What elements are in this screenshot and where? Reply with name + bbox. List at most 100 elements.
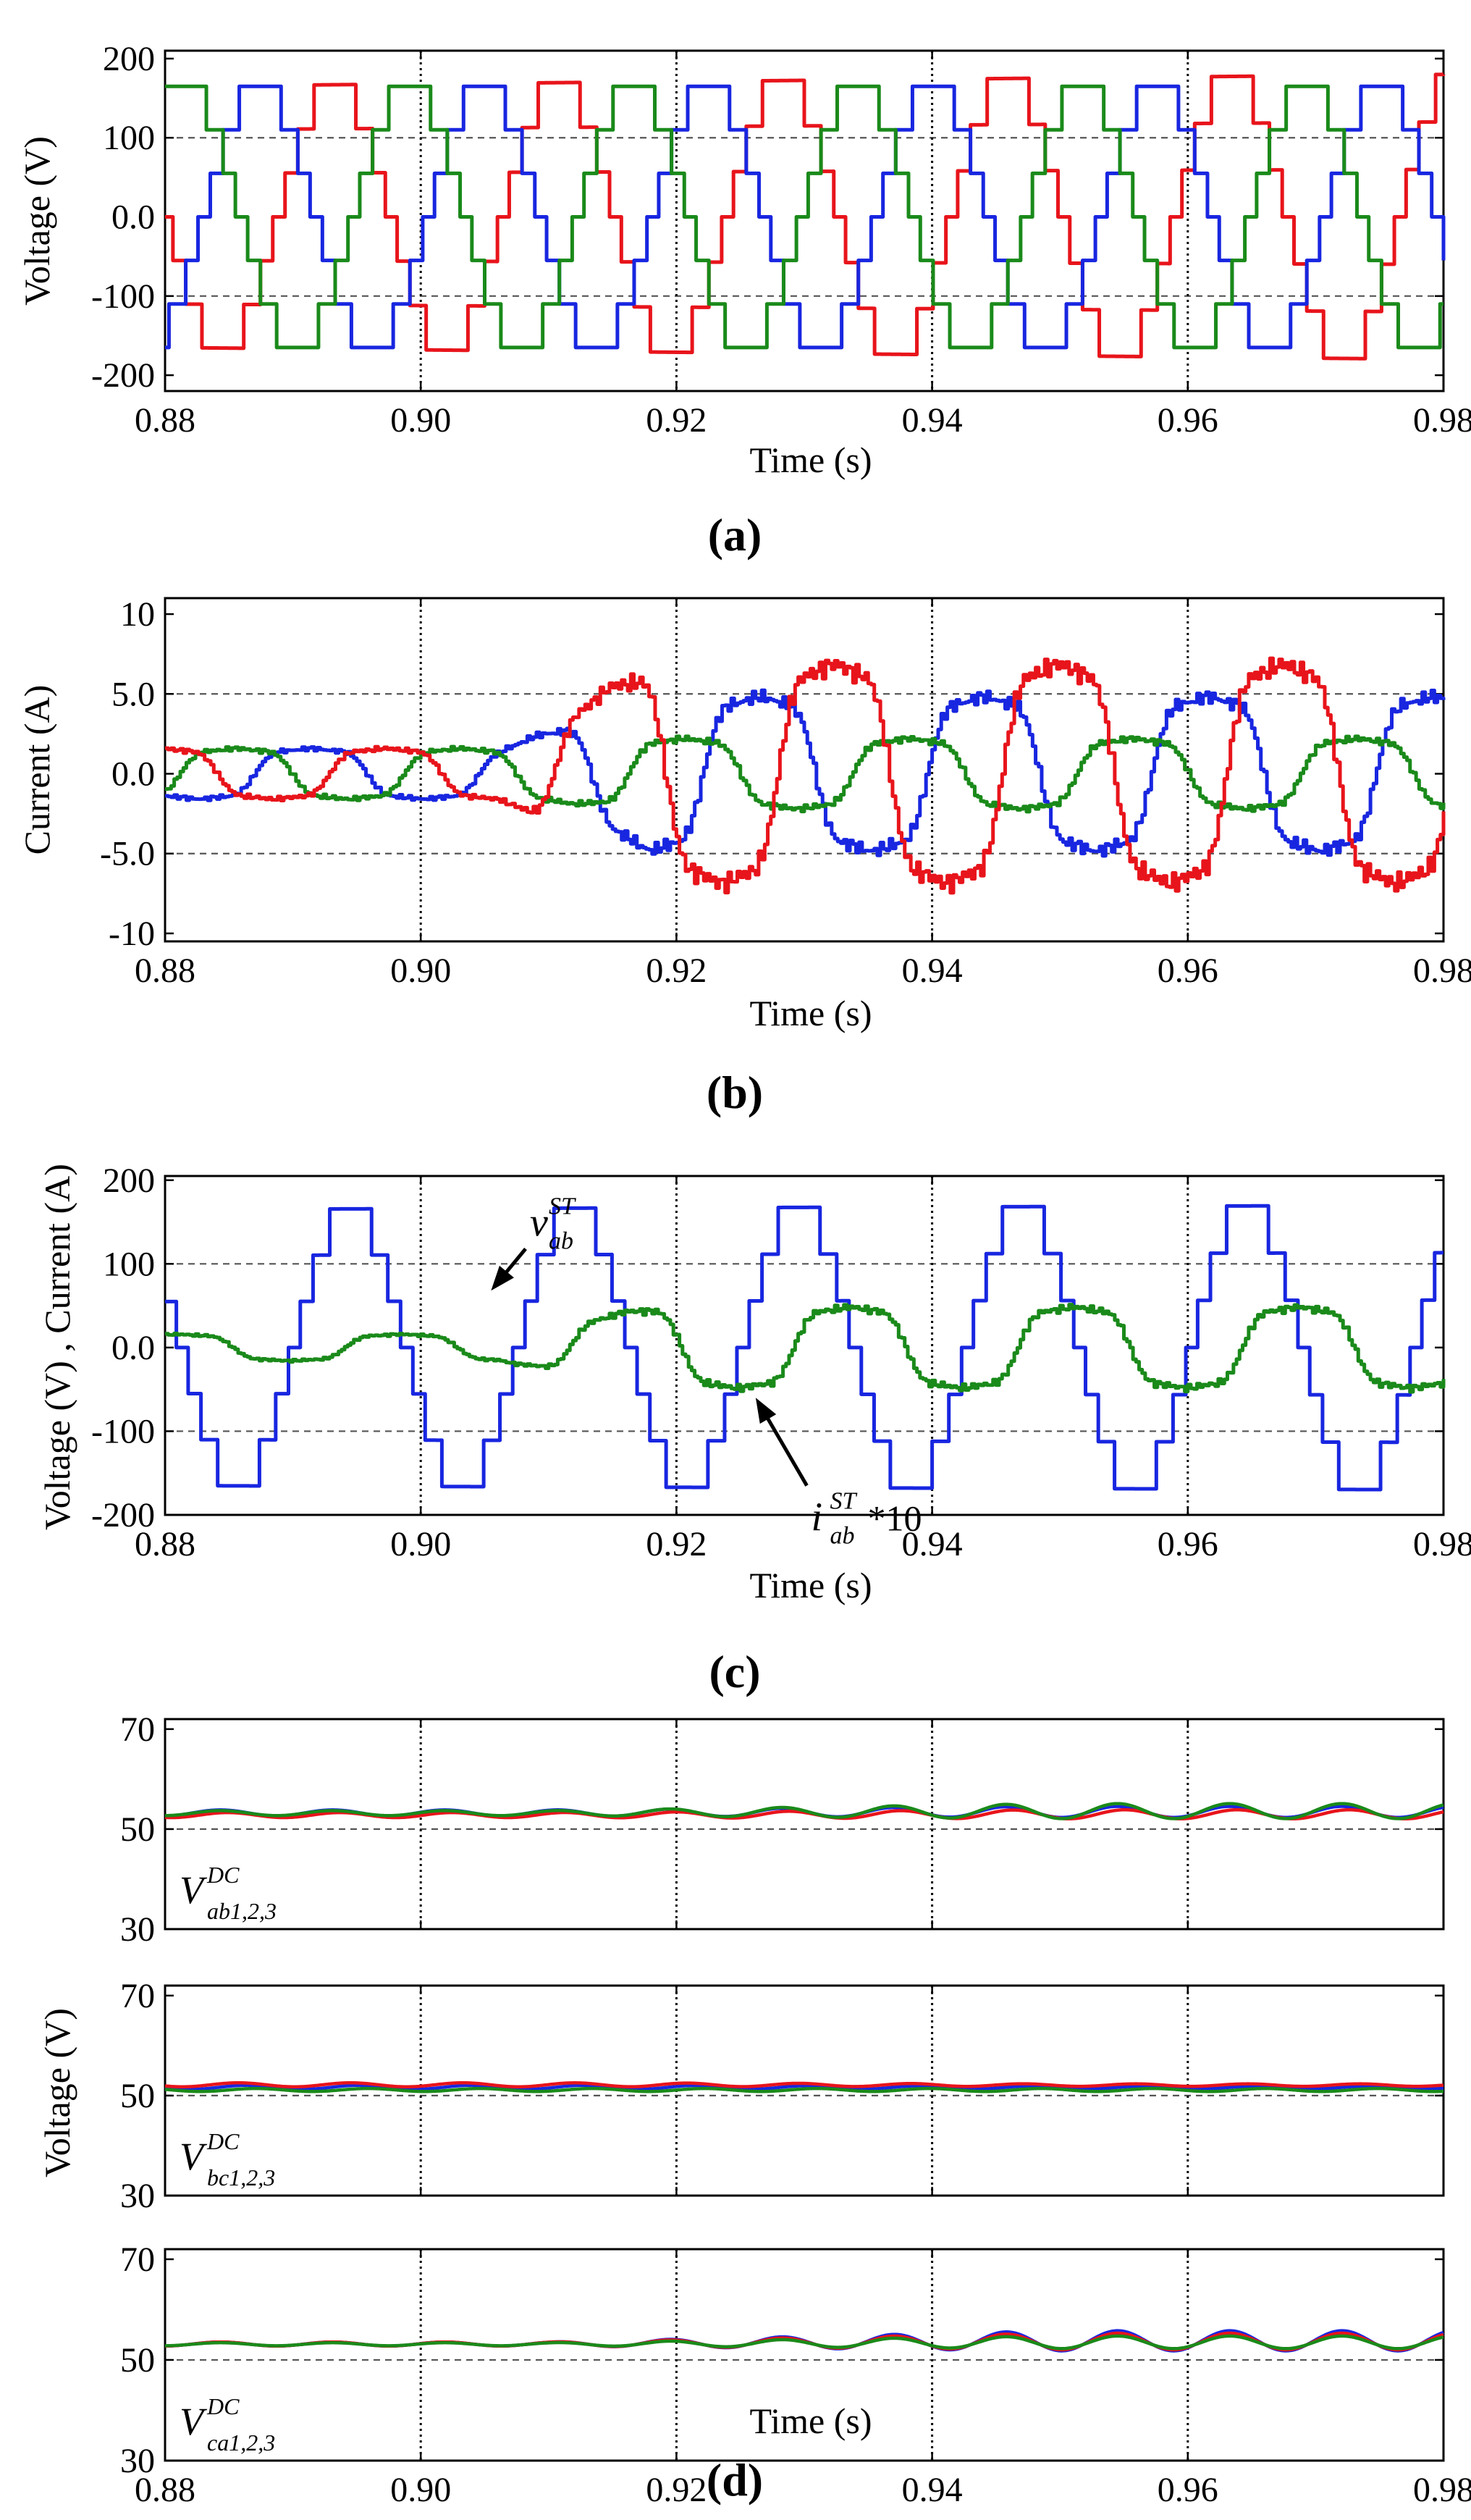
panel-d3-label-bg — [175, 2394, 317, 2458]
panel-c-line-2 — [165, 1303, 1446, 1394]
panel-d2-label-sup: DC — [206, 2128, 240, 2154]
panel-a-ytick-label-3: -100 — [91, 277, 155, 316]
panel-a-ytick-label-1: 100 — [103, 119, 155, 157]
panel-b-ytick-label-1: 5.0 — [111, 675, 155, 713]
panel-d2-ytick-label-1: 50 — [120, 2077, 155, 2115]
panel-d3-xtick-label-3: 0.94 — [902, 2471, 963, 2509]
panel-c-xtick-label-2: 0.92 — [646, 1525, 707, 1563]
panel-b-xtick-label-1: 0.90 — [390, 952, 451, 990]
panel-d3-axes: 70 50 300.88 0.90 0.92 0.94 0.96 0.98 — [120, 2240, 1471, 2509]
panel-d3-ytick-label-1: 50 — [120, 2341, 155, 2380]
panel-c-xtick-label-3: 0.94 — [902, 1525, 963, 1563]
panel-d3-xtick-label-5: 0.98 — [1413, 2471, 1471, 2509]
panel-d-ylabel: Voltage (V) — [37, 2008, 77, 2177]
panel-d3-xtick-label-4: 0.96 — [1158, 2471, 1218, 2509]
panel-c-ytick-label-3: -100 — [91, 1412, 155, 1450]
panel-d1-ytick-label-0: 70 — [120, 1710, 155, 1749]
panel-d2-series — [164, 2080, 1444, 2093]
panel-c-ytick-label-0: 200 — [103, 1162, 155, 1200]
panel-a-xtick-label-5: 0.98 — [1413, 401, 1471, 440]
panel-c-frame — [164, 1175, 1445, 1516]
panel-b-ytick-label-4: -10 — [109, 915, 155, 953]
panel-d1-ytick-label-1: 50 — [120, 1810, 155, 1849]
panel-d3-series-label: V DC ca1,2,3 — [175, 2393, 317, 2458]
panel-d1-line-3 — [164, 1802, 1444, 1820]
chart-layer: 200 100 0.0 -100 -200 0.88 0.90 0.92 0.94 0.96 0.9… — [17, 40, 1471, 2509]
panel-a-series — [164, 72, 1446, 361]
panel-a-ylabel: Voltage (V) — [17, 136, 57, 306]
panel-b-ytick-label-0: 10 — [120, 595, 155, 634]
panel-c-xtick-label-5: 0.98 — [1413, 1525, 1471, 1563]
panel-label-b: (b) — [707, 1067, 763, 1118]
panel-b-axes: 10 5.0 0.0 -5.0 -100.88 0.90 0.92 0.94 0.96 0.98 — [100, 595, 1471, 990]
panel-a-xtick-label-4: 0.96 — [1158, 401, 1218, 440]
panel-b-ytick-label-2: 0.0 — [111, 755, 155, 794]
panel-d2-label-sub: bc1,2,3 — [207, 2164, 275, 2191]
panel-c-xlabel: Time (s) — [749, 1565, 872, 1605]
panel-d1-frame — [164, 1718, 1445, 1931]
panel-c-series — [164, 1204, 1446, 1492]
panel-d1-axes: 70 50 30 — [120, 1710, 1445, 1949]
panel-b-xtick-label-3: 0.94 — [902, 952, 963, 990]
annotation-main-0: v — [530, 1201, 548, 1246]
annotation-arrow-shaft-1 — [761, 1409, 809, 1487]
annotation-sup-0: ST — [549, 1193, 576, 1220]
annotation-arrow-head-1 — [755, 1398, 777, 1424]
panel-d3-ytick-label-0: 70 — [120, 2240, 155, 2279]
panel-c-annotation-1: i ST ab *10 — [755, 1398, 922, 1550]
panel-d2-ytick-label-2: 30 — [120, 2177, 155, 2215]
panel-d2-label-main: V — [180, 2135, 208, 2178]
panel-c-ytick-label-1: 100 — [103, 1245, 155, 1283]
panel-a-ytick-label-4: -200 — [91, 356, 155, 395]
panel-c-line-1 — [164, 1204, 1445, 1492]
panel-b-xtick-label-2: 0.92 — [646, 952, 707, 990]
panel-b-line-3 — [165, 656, 1446, 895]
panel-d3-series — [164, 2329, 1444, 2353]
panel-a-line-1 — [164, 72, 1446, 361]
panel-c-xtick-label-1: 0.90 — [390, 1525, 451, 1563]
panel-b-series — [165, 656, 1446, 895]
panel-a-ytick-label-2: 0.0 — [111, 198, 155, 237]
panel-d1-label-sup: DC — [206, 1862, 240, 1888]
panel-d3-xtick-label-1: 0.90 — [390, 2471, 451, 2509]
panel-a-xtick-label-3: 0.94 — [902, 401, 963, 440]
panel-d-xlabel: Time (s) — [749, 2401, 872, 2441]
panel-a-xtick-label-2: 0.92 — [646, 401, 707, 440]
panel-d3-label-main: V — [180, 2400, 208, 2443]
panel-b-xtick-label-4: 0.96 — [1158, 952, 1218, 990]
panel-d3-label-sub: ca1,2,3 — [207, 2429, 275, 2456]
panel-label-a: (a) — [708, 509, 762, 560]
panel-d2-series-label: V DC bc1,2,3 — [175, 2128, 317, 2193]
panel-b-ytick-label-3: -5.0 — [100, 835, 155, 873]
annotation-sup-1: ST — [830, 1488, 858, 1515]
panel-b-xtick-label-0: 0.88 — [135, 952, 195, 990]
panel-a-ytick-label-0: 200 — [103, 40, 155, 78]
panel-d3-ytick-label-2: 30 — [120, 2442, 155, 2480]
panel-c-xtick-label-0: 0.88 — [135, 1525, 195, 1563]
panel-label-d: (d) — [707, 2454, 763, 2506]
panel-d2-line-3 — [164, 2086, 1444, 2093]
panel-d2-ytick-label-0: 70 — [120, 1977, 155, 2015]
panel-b-frame — [164, 597, 1445, 943]
panel-d3-frame — [164, 2248, 1445, 2462]
panel-d3-label-sup: DC — [206, 2393, 240, 2419]
panel-b-xtick-label-5: 0.98 — [1413, 952, 1471, 990]
panel-d3-line-3 — [164, 2334, 1444, 2351]
panel-d2-line-2 — [164, 2080, 1444, 2089]
annotation-sub-0: ab — [549, 1228, 573, 1255]
panel-a-xlabel: Time (s) — [749, 440, 872, 480]
panel-d1-label-sub: ab1,2,3 — [207, 1898, 277, 1924]
panel-label-c: (c) — [709, 1646, 760, 1697]
panel-d3-xtick-label-2: 0.92 — [646, 2471, 707, 2509]
panel-d3-xtick-label-0: 0.88 — [135, 2471, 195, 2509]
panel-c-ytick-label-2: 0.0 — [111, 1329, 155, 1367]
panel-c-annotation-0: v ST ab — [491, 1193, 576, 1291]
panel-a-xtick-label-1: 0.90 — [390, 401, 451, 440]
panel-d1-series — [164, 1802, 1444, 1820]
panel-d2-label-bg — [175, 2129, 317, 2193]
annotation-sub-1: ab — [830, 1523, 855, 1550]
panel-d1-label-main: V — [180, 1868, 208, 1912]
